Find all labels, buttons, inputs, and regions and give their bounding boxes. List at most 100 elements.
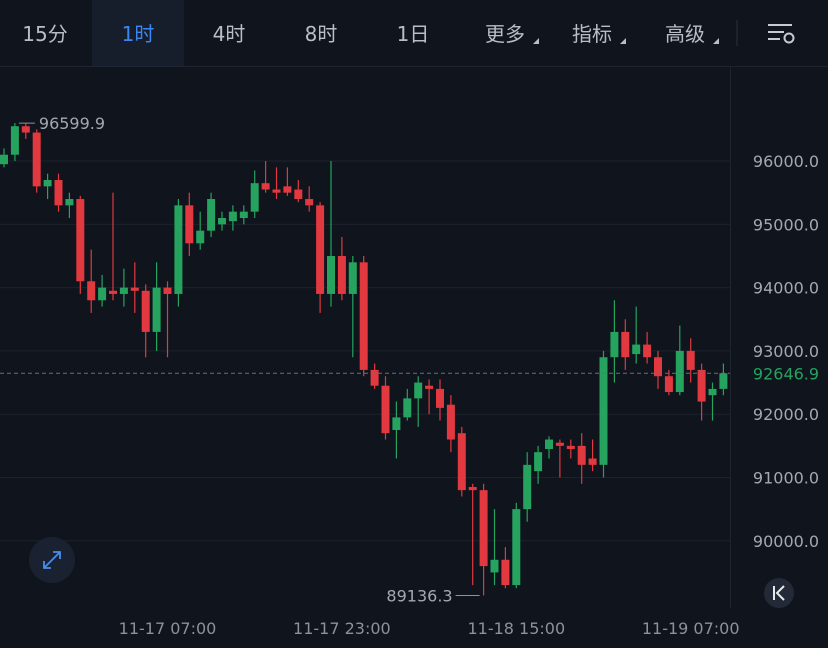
candle-body <box>98 287 107 301</box>
candle-body <box>632 344 641 355</box>
y-tick-label: 95000.0 <box>753 215 819 234</box>
candle-body <box>501 559 510 586</box>
dropdown-caret <box>713 38 719 44</box>
candle-body <box>686 350 695 370</box>
x-tick-label: 11-17 07:00 <box>119 619 217 638</box>
candle-body <box>109 290 117 294</box>
candle-body <box>545 439 553 450</box>
candle-body <box>610 331 619 358</box>
candle-body <box>0 154 8 165</box>
candle-body <box>327 255 335 294</box>
candle-body <box>65 199 74 206</box>
candle-body <box>436 388 444 408</box>
candle-body <box>152 287 161 332</box>
candle-body <box>577 445 586 465</box>
tab[interactable]: 15分 <box>22 22 67 46</box>
candle-body <box>174 205 183 294</box>
tab[interactable]: 更多 <box>485 22 525 46</box>
low-label: 89136.3 <box>386 586 452 605</box>
candle-body <box>654 357 662 377</box>
candle-body <box>664 376 673 393</box>
tab[interactable]: 1时 <box>122 22 155 46</box>
candle-body <box>76 199 85 282</box>
y-tick-label: 91000.0 <box>753 468 819 487</box>
candle-body <box>599 357 608 465</box>
candle-body <box>446 404 455 440</box>
candle-body <box>697 369 706 402</box>
candle-body <box>10 126 19 155</box>
candle-body <box>250 183 259 212</box>
candle-body <box>479 490 488 567</box>
candle-body <box>490 559 499 573</box>
candle-body <box>512 509 521 586</box>
dropdown-caret <box>620 38 626 44</box>
y-tick-label: 94000.0 <box>753 279 819 298</box>
candle-body <box>359 262 368 370</box>
candle-body <box>272 189 281 193</box>
active-tab-bg <box>92 0 184 66</box>
candle-body <box>566 445 575 450</box>
candle-body <box>370 369 379 386</box>
tab[interactable]: 指标 <box>572 22 612 46</box>
candle-body <box>218 218 226 225</box>
candle-body <box>348 262 357 294</box>
candle-body <box>119 287 128 294</box>
candle-body <box>468 486 477 491</box>
y-tick-label: 90000.0 <box>753 532 819 551</box>
x-tick-label: 11-19 07:00 <box>642 619 740 638</box>
scroll-latest-button[interactable] <box>764 578 794 608</box>
candle-body <box>381 385 390 434</box>
y-tick-label: 92000.0 <box>753 405 819 424</box>
candle-body <box>621 331 630 358</box>
candle-body <box>337 255 346 294</box>
tab[interactable]: 高级 <box>665 22 705 46</box>
candle-body <box>207 199 216 231</box>
candle-body <box>305 199 314 206</box>
tab[interactable]: 1日 <box>397 22 430 46</box>
candle-body <box>239 211 248 218</box>
candle-body <box>228 211 237 222</box>
candle-body <box>196 230 205 244</box>
candle-body <box>719 373 728 389</box>
candle-body <box>588 458 597 465</box>
candle-body <box>425 385 434 389</box>
candle-body <box>163 287 172 294</box>
settings-icon[interactable] <box>768 24 795 44</box>
dropdown-caret <box>533 38 539 44</box>
candle-body <box>87 281 96 301</box>
candle-body <box>141 290 150 332</box>
candle-body <box>414 382 423 399</box>
candle-body <box>261 183 270 190</box>
candle-body <box>316 205 325 294</box>
toolbar: 15分 1时 4时 8时 1日 更多 指标 高级 <box>22 0 719 66</box>
candle-body <box>43 180 52 187</box>
candle-body <box>403 398 412 418</box>
candle-body <box>283 186 292 193</box>
tab[interactable]: 4时 <box>213 22 246 46</box>
candle-body <box>675 350 684 393</box>
candle-body <box>294 189 303 200</box>
candle-body <box>457 433 466 491</box>
candle-body <box>392 417 401 431</box>
chart: 90000.0 91000.0 92000.0 93000.0 94000.0 95000… <box>0 114 819 638</box>
candle-body <box>523 464 532 510</box>
high-label: 96599.9 <box>39 114 105 133</box>
last-price-label: 92646.9 <box>753 364 819 383</box>
y-tick-label: 93000.0 <box>753 342 819 361</box>
candle-body <box>32 132 41 187</box>
candle-body <box>21 126 30 133</box>
candle-body <box>185 205 194 244</box>
tab[interactable]: 8时 <box>305 22 338 46</box>
candle-body <box>643 344 652 358</box>
x-tick-label: 11-17 23:00 <box>293 619 391 638</box>
expand-button[interactable] <box>29 537 75 583</box>
candle-body <box>555 442 564 446</box>
x-tick-label: 11-18 15:00 <box>467 619 565 638</box>
candle-body <box>708 388 717 396</box>
candle-body <box>54 180 63 206</box>
candle-body <box>534 452 543 472</box>
candle-body <box>130 287 139 291</box>
